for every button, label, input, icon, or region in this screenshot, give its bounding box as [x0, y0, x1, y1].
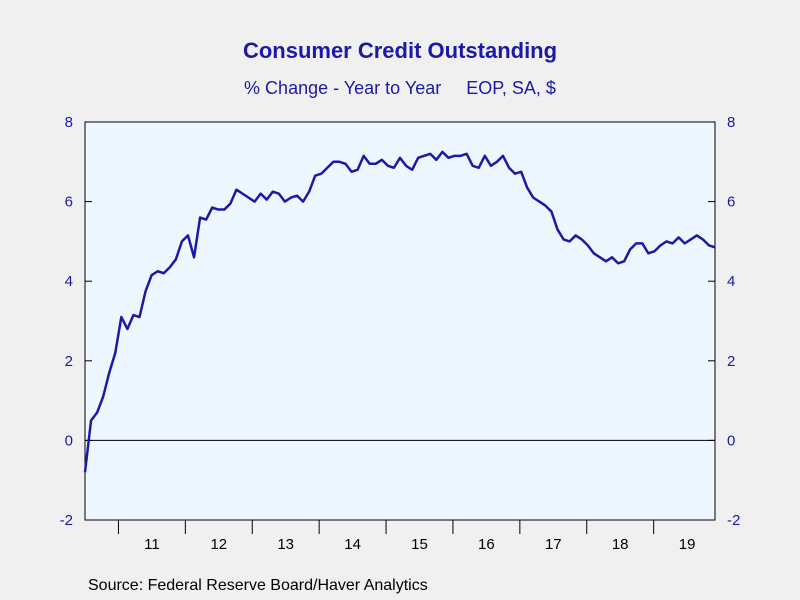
- y-tick-label-left: 2: [65, 353, 73, 370]
- x-axis: 11 12 13 14 15 16 17 18 19: [117, 520, 696, 553]
- y-tick-label-left: 8: [65, 114, 73, 131]
- y-tick-label-right: 2: [727, 353, 735, 370]
- x-tick-label: 16: [478, 536, 495, 553]
- y-axis-right: -2 0 2 4 6 8: [708, 114, 740, 529]
- chart-source: Source: Federal Reserve Board/Haver Anal…: [88, 577, 428, 594]
- y-tick-label-left: 0: [65, 432, 73, 449]
- y-tick-label-left: 6: [65, 194, 73, 211]
- x-tick-label: 19: [679, 536, 696, 553]
- x-tick-label: 17: [545, 536, 562, 553]
- x-tick-label: 11: [144, 536, 160, 553]
- plot-area: [84, 121, 716, 521]
- x-tick-label: 14: [344, 536, 361, 553]
- y-tick-label-left: 4: [65, 273, 73, 290]
- y-tick-label-right: 6: [727, 194, 735, 211]
- x-tick-label: 13: [277, 536, 294, 553]
- y-tick-label-right: -2: [727, 512, 740, 529]
- y-axis-left: -2 0 2 4 6 8: [60, 114, 92, 529]
- y-tick-label-right: 8: [727, 114, 735, 131]
- x-tick-label: 12: [210, 536, 227, 553]
- y-tick-label-left: -2: [60, 512, 73, 529]
- x-tick-label: 18: [612, 536, 629, 553]
- y-tick-label-right: 4: [727, 273, 735, 290]
- chart-title: Consumer Credit Outstanding: [242, 38, 558, 63]
- series-line: [83, 150, 716, 473]
- chart-subtitle: % Change - Year to Year EOP, SA, $: [244, 78, 556, 98]
- x-tick-label: 15: [411, 536, 428, 553]
- y-tick-label-right: 0: [727, 432, 735, 449]
